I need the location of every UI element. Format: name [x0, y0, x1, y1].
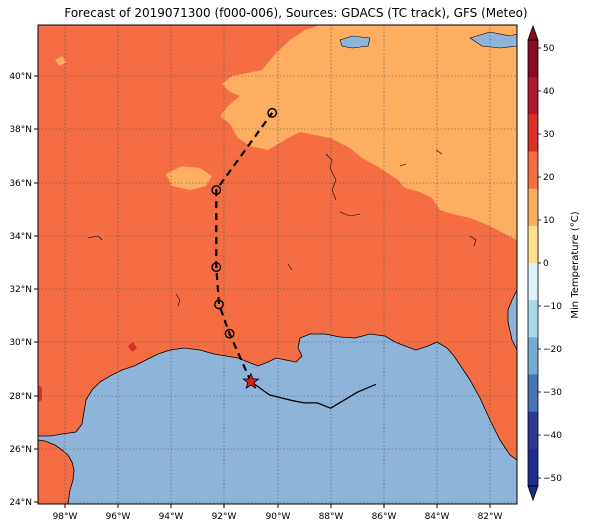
ytick-label: 38°N	[9, 125, 32, 135]
colorbar-segment	[528, 77, 538, 115]
ytick-label: 36°N	[9, 179, 32, 189]
colorbar-tick-label: −50	[543, 474, 562, 484]
observed-track-line	[250, 381, 377, 409]
track-position-marker	[211, 185, 222, 195]
colorbar-labels: 50 40 30 20 10 0 −10 −20 −30 −40 −50	[538, 44, 562, 484]
tc-track	[211, 107, 377, 409]
colorbar-segment	[528, 151, 538, 190]
xtick-label: 82°W	[478, 512, 503, 522]
colorbar-tick-label: −10	[543, 302, 562, 312]
colorbar-segment	[528, 337, 538, 375]
colorbar-segment	[528, 225, 538, 264]
ytick-label: 34°N	[9, 232, 32, 242]
colorbar-tick-label: 40	[543, 87, 555, 97]
warm-spot	[128, 342, 137, 352]
ytick-label: 40°N	[9, 72, 32, 82]
forecast-track-line	[215, 112, 274, 383]
cool-patch-west	[166, 166, 212, 190]
ytick-label: 32°N	[9, 285, 32, 295]
colorbar-tick-label: 0	[543, 259, 549, 269]
colorbar-segment	[528, 411, 538, 450]
track-position-marker	[267, 107, 278, 118]
colorbar-segments	[528, 40, 538, 487]
xtick-label: 98°W	[53, 512, 78, 522]
map-body	[38, 25, 517, 504]
y-axis-ticks	[34, 75, 38, 503]
colorbar-tick-label: −30	[543, 388, 562, 398]
track-position-marker	[211, 262, 222, 273]
colorbar-tick-label: −40	[543, 431, 562, 441]
lake-northeast	[469, 31, 517, 49]
colorbar-segment	[528, 40, 538, 78]
ytick-label: 26°N	[9, 445, 32, 455]
cool-region-north	[220, 25, 517, 240]
xtick-label: 88°W	[319, 512, 344, 522]
colorbar-tick-label: 10	[543, 216, 555, 226]
star-icon	[242, 372, 260, 390]
ytick-label: 28°N	[9, 392, 32, 402]
x-axis-ticks	[64, 504, 491, 508]
colorbar-title: Min Temperature (°C)	[570, 211, 581, 318]
ytick-label: 24°N	[9, 498, 32, 508]
colorbar-top-arrow	[527, 24, 539, 41]
xtick-label: 92°W	[212, 512, 237, 522]
colorbar-tick-label: −20	[543, 345, 562, 355]
x-axis-labels: 98°W 96°W 94°W 92°W 90°W 88°W 86°W 84°W …	[53, 512, 503, 522]
y-axis-labels: 24°N 26°N 28°N 30°N 32°N 34°N 36°N 38°N …	[9, 72, 32, 508]
map-title: Forecast of 2019071300 (f000-006), Sourc…	[64, 6, 528, 20]
colorbar-segment	[528, 188, 538, 227]
colorbar: 50 40 30 20 10 0 −10 −20 −30 −40 −50 Min Temperatu…	[527, 24, 581, 502]
ytick-label: 30°N	[9, 338, 32, 348]
colorbar-tick-label: 50	[543, 44, 555, 54]
colorbar-tick-label: 20	[543, 173, 555, 183]
xtick-label: 94°W	[159, 512, 184, 522]
track-position-marker	[224, 328, 235, 339]
colorbar-segment	[528, 448, 538, 487]
xtick-label: 84°W	[425, 512, 450, 522]
xtick-label: 90°W	[266, 512, 291, 522]
colorbar-bottom-arrow	[527, 485, 539, 502]
gridlines	[38, 25, 517, 504]
warm-spot-west	[38, 384, 42, 402]
colorbar-tick-label: 30	[543, 130, 555, 140]
colorbar-segment	[528, 263, 538, 301]
colorbar-segment	[528, 374, 538, 413]
gulf-of-mexico	[38, 333, 517, 504]
colorbar-segment	[528, 300, 538, 338]
colorbar-segment	[528, 114, 538, 152]
cool-patch-small	[55, 56, 66, 66]
xtick-label: 96°W	[106, 512, 131, 522]
lake-north	[339, 35, 371, 49]
xtick-label: 86°W	[372, 512, 397, 522]
track-position-marker	[214, 299, 224, 310]
atlantic-corner	[507, 289, 517, 351]
